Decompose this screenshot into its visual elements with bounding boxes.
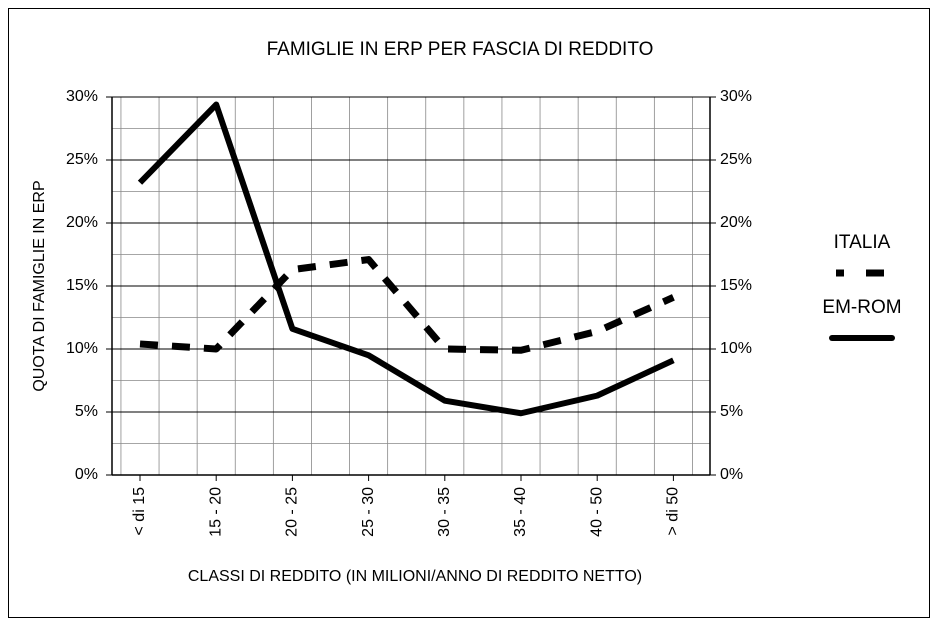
chart-title: FAMIGLIE IN ERP PER FASCIA DI REDDITO [267,39,654,60]
x-tick-label: > di 50 [665,487,682,536]
x-tick-label: 35 - 40 [512,487,529,537]
y-tick-label: 30% [66,88,98,105]
x-tick-label: 20 - 25 [284,487,301,537]
y2-tick-label: 25% [720,151,752,168]
x-axis-label: CLASSI DI REDDITO (IN MILIONI/ANNO DI RE… [188,568,642,585]
x-tick-label: 40 - 50 [588,487,605,537]
x-tick-label: 30 - 35 [436,487,453,537]
x-tick-label: < di 15 [131,487,148,536]
y2-tick-label: 30% [720,88,752,105]
y2-tick-label: 20% [720,214,752,231]
y2-tick-label: 0% [720,466,743,483]
y2-tick-label: 5% [720,403,743,420]
x-tick-label: 15 - 20 [207,487,224,537]
legend-label: EM-ROM [822,297,901,318]
y2-tick-label: 10% [720,340,752,357]
y-tick-label: 10% [66,340,98,357]
y-tick-label: 25% [66,151,98,168]
y-tick-label: 0% [75,466,98,483]
y-axis-label: QUOTA DI FAMIGLIE IN ERP [31,180,48,391]
line-series [139,256,675,354]
y-tick-label: 15% [66,277,98,294]
line-series [137,101,675,417]
y-tick-label: 5% [75,403,98,420]
legend-label: ITALIA [834,232,891,253]
x-tick-label: 25 - 30 [360,487,377,537]
chart-frame [8,8,930,618]
y-tick-label: 20% [66,214,98,231]
y2-tick-label: 15% [720,277,752,294]
